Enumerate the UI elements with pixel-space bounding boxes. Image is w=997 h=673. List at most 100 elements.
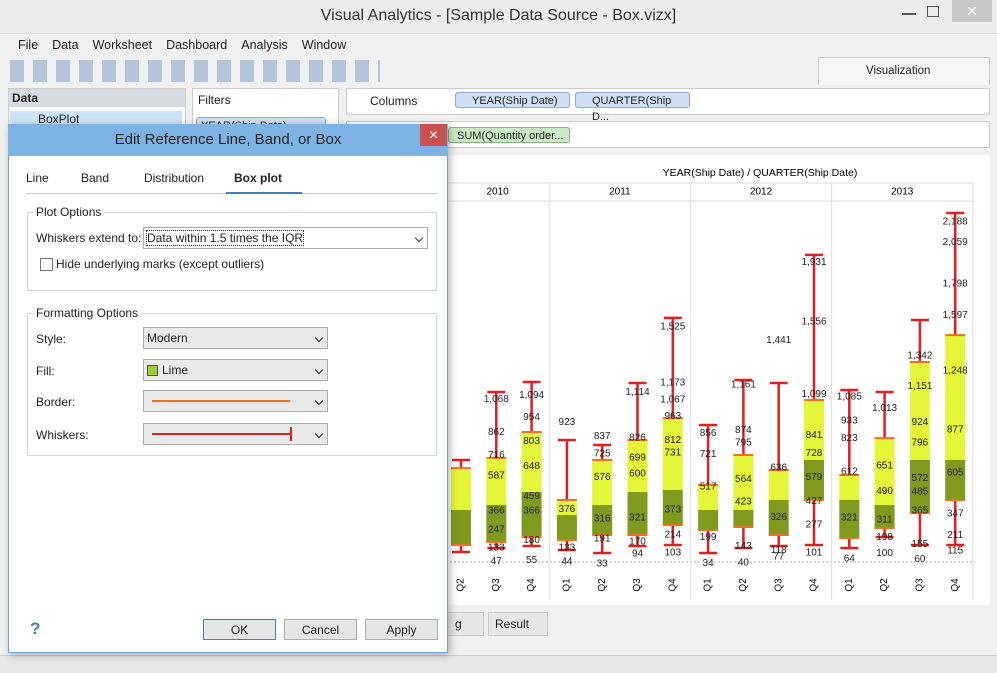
quarter-label: Q2 — [879, 578, 890, 592]
value-label: 924 — [912, 417, 929, 428]
visualization-tab-label: Visualization — [866, 65, 931, 77]
value-label: 963 — [664, 411, 681, 422]
value-label: 47 — [491, 556, 503, 567]
box-upper — [521, 432, 542, 493]
menu-item[interactable]: Data — [52, 38, 79, 52]
value-label: 862 — [488, 427, 505, 438]
menu-item[interactable]: Worksheet — [92, 38, 153, 52]
value-label: 1,441 — [766, 335, 791, 346]
menu-item[interactable]: Analysis — [241, 38, 288, 52]
box-lower — [733, 509, 754, 527]
value-label: 2,059 — [943, 237, 968, 248]
dialog-tab[interactable]: Line — [26, 171, 49, 185]
field-label: Border: — [36, 395, 76, 409]
value-label: 100 — [876, 548, 893, 559]
menu-bar: File Data Worksheet Dashboard Analysis Window — [18, 38, 360, 52]
dialog-close[interactable]: ✕ — [420, 124, 447, 146]
field-label: Fill: — [36, 364, 55, 378]
whisker-sample — [152, 433, 292, 435]
column-pill[interactable]: YEAR(Ship Date) — [455, 92, 570, 108]
value-label: 1,248 — [943, 366, 968, 377]
field-label: Style: — [36, 332, 67, 346]
toolbar-icons[interactable] — [10, 60, 380, 82]
quarter-label: Q2 — [597, 578, 608, 592]
value-label: 94 — [632, 549, 644, 560]
box-upper — [556, 499, 577, 516]
value-label: 1,099 — [801, 389, 826, 400]
value-label: 365 — [912, 506, 929, 517]
data-source-item[interactable]: BoxPlot — [10, 111, 182, 127]
box-lower — [486, 505, 507, 543]
columns-label: Columns — [370, 94, 418, 108]
value-label: 321 — [841, 513, 858, 524]
box-lower — [945, 459, 966, 500]
visualization-tab[interactable] — [818, 57, 990, 85]
value-label: 1,597 — [943, 310, 968, 321]
menu-item[interactable]: Window — [301, 38, 347, 52]
value-label: 326 — [770, 512, 787, 523]
value-label: 605 — [947, 468, 964, 479]
value-label: 1,173 — [660, 377, 685, 388]
value-label: 1,114 — [625, 387, 650, 398]
quarter-label: Q4 — [809, 578, 820, 592]
status-bar — [0, 655, 997, 673]
value-label: 823 — [841, 433, 858, 444]
value-label: 199 — [700, 532, 717, 543]
quarter-label: Q2 — [456, 578, 467, 592]
value-label: 321 — [629, 513, 646, 524]
dialog-tab[interactable]: Band — [81, 171, 110, 185]
column-pill[interactable]: QUARTER(Ship D... — [575, 92, 690, 123]
box-upper — [486, 457, 507, 506]
box-upper — [768, 469, 789, 500]
value-label: 564 — [735, 474, 752, 485]
value-label: 576 — [594, 472, 611, 483]
value-label: 1,931 — [801, 257, 826, 268]
value-label: 170 — [629, 537, 646, 548]
checkbox[interactable] — [40, 258, 53, 271]
whiskers-select[interactable]: Data within 1.5 times the IQR — [143, 227, 428, 249]
value-label: 1,342 — [907, 351, 932, 362]
value-label: 1,067 — [660, 394, 685, 405]
group-legend: Formatting Options — [36, 306, 139, 320]
value-label: 366 — [488, 506, 505, 517]
box-lower — [839, 499, 860, 539]
menu-item[interactable]: File — [18, 38, 39, 52]
fill-select[interactable]: Lime — [143, 359, 328, 381]
apply-button[interactable]: Apply — [365, 619, 438, 640]
sheet-tab[interactable]: Result — [488, 612, 548, 636]
value-label: 347 — [947, 509, 964, 520]
box-upper — [662, 418, 683, 490]
cancel-button[interactable]: Cancel — [284, 619, 357, 640]
help-button[interactable]: ? — [30, 619, 41, 638]
tab-underline — [226, 192, 302, 194]
value-label: 44 — [561, 557, 573, 568]
value-label: 155 — [912, 539, 929, 550]
value-label: 1,161 — [731, 379, 756, 390]
value-label: 874 — [735, 425, 752, 436]
value-label: 2,188 — [943, 216, 968, 227]
quarter-label: Q3 — [773, 578, 784, 592]
quarter-label: Q3 — [915, 578, 926, 592]
menu-item[interactable]: Dashboard — [166, 38, 228, 52]
value-label: 923 — [559, 417, 576, 428]
dialog-tab-active[interactable]: Box plot — [234, 171, 282, 185]
close-button[interactable]: ✕ — [952, 0, 992, 22]
ok-button[interactable]: OK — [203, 619, 276, 640]
whisker-cap-sample — [290, 427, 292, 441]
chart-header: YEAR(Ship Date) / QUARTER(Ship Date) — [663, 167, 858, 179]
maximize[interactable] — [927, 6, 939, 17]
value-label: 954 — [523, 412, 540, 423]
quarter-label: Q1 — [844, 578, 855, 592]
minimize[interactable] — [902, 13, 916, 15]
year-label: 2012 — [750, 187, 773, 198]
value-label: 716 — [488, 450, 505, 461]
value-label: 648 — [523, 461, 540, 472]
box-upper — [804, 399, 824, 460]
value-label: 636 — [770, 463, 787, 474]
dialog-tab[interactable]: Distribution — [144, 171, 205, 185]
box-lower — [662, 489, 683, 526]
style-select[interactable]: Modern — [143, 327, 328, 349]
row-pill[interactable]: SUM(Quantity order... — [448, 127, 570, 143]
value-label: 311 — [877, 514, 893, 525]
